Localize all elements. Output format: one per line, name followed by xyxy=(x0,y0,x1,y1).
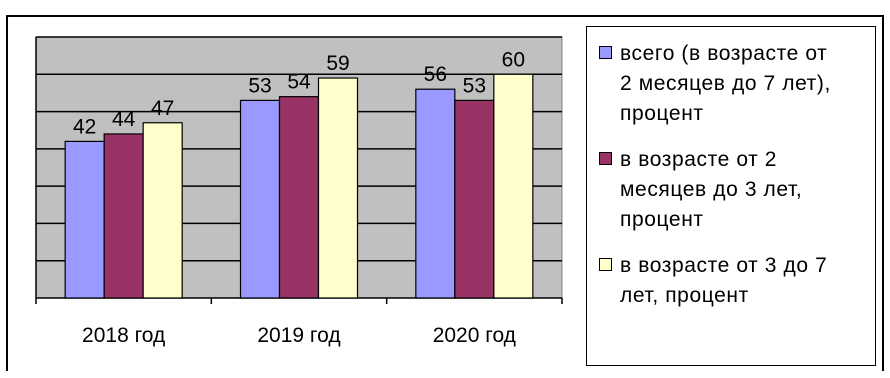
legend-label-2m-3y: в возрасте от 2 месяцев до 3 лет, процен… xyxy=(620,148,803,231)
bar xyxy=(64,140,105,299)
legend-swatch-total xyxy=(599,46,612,59)
bar xyxy=(454,99,495,299)
data-label: 59 xyxy=(326,52,349,75)
bar xyxy=(103,133,144,299)
data-label: 53 xyxy=(463,74,486,97)
x-tick-label: 2019 год xyxy=(257,324,340,347)
bar xyxy=(278,96,320,299)
x-tick-label: 2020 год xyxy=(433,324,516,347)
data-label: 56 xyxy=(424,63,447,86)
legend-label-3y-7y: в возрасте от 3 до 7 лет, процент xyxy=(620,254,828,307)
chart-legend: всего (в возрасте от 2 месяцев до 7 лет)… xyxy=(586,26,876,366)
data-label: 42 xyxy=(73,115,96,138)
legend-swatch-2m-3y xyxy=(599,152,612,165)
bar xyxy=(317,77,359,299)
legend-swatch-3y-7y xyxy=(599,258,612,271)
bar xyxy=(493,73,534,299)
chart-frame xyxy=(6,15,884,371)
data-label: 54 xyxy=(287,71,311,94)
data-label: 47 xyxy=(151,97,174,120)
data-label: 60 xyxy=(502,48,525,71)
data-label: 53 xyxy=(248,74,271,97)
bar xyxy=(239,99,281,299)
x-tick-label: 2018 год xyxy=(82,324,165,347)
legend-label-total: всего (в возрасте от 2 месяцев до 7 лет)… xyxy=(620,42,831,125)
bar xyxy=(142,122,183,299)
legend-item-3y-7y: в возрасте от 3 до 7 лет, процент xyxy=(599,251,865,311)
legend-item-total: всего (в возрасте от 2 месяцев до 7 лет)… xyxy=(599,39,865,129)
data-label: 44 xyxy=(112,108,136,131)
bar xyxy=(415,88,456,299)
legend-item-2m-3y: в возрасте от 2 месяцев до 3 лет, процен… xyxy=(599,145,865,235)
